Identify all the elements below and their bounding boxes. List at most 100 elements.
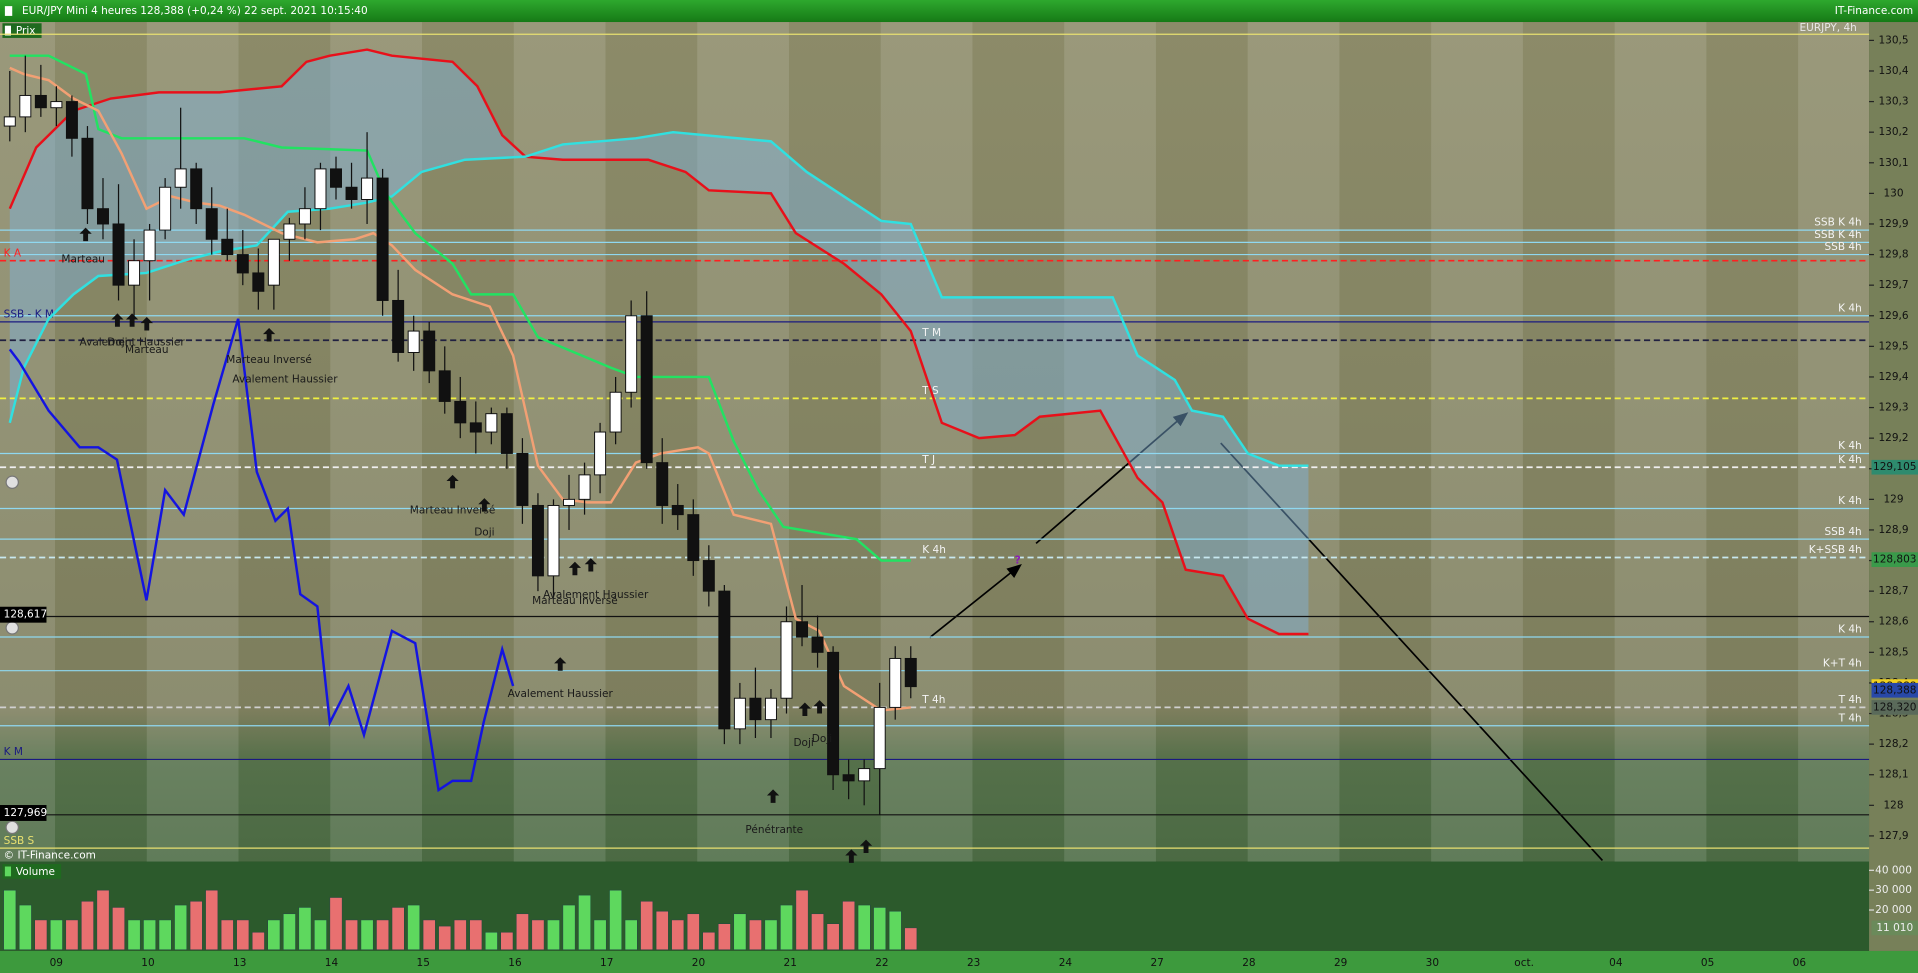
volume-bar xyxy=(18,904,32,950)
volume-bar xyxy=(764,919,778,950)
y-tick-label: 130,2 xyxy=(1878,126,1908,138)
y-tick-label: 129 xyxy=(1883,493,1903,505)
level-mid-label: T M xyxy=(921,327,941,339)
pattern-arrow xyxy=(798,702,811,716)
alert-icon xyxy=(5,475,19,489)
candle-body xyxy=(50,101,63,109)
candle-body xyxy=(423,330,436,372)
volume-bar xyxy=(158,919,172,950)
day-stripe xyxy=(1247,22,1340,951)
level-mid-label: T 4h xyxy=(921,694,945,706)
x-tick-label: 22 xyxy=(875,957,888,969)
x-tick-label: 06 xyxy=(1793,957,1807,969)
indicator-line xyxy=(8,130,1309,467)
x-tick-label: 13 xyxy=(233,957,246,969)
volume-bar xyxy=(438,925,452,950)
pattern-arrow xyxy=(568,561,582,576)
volume-bar xyxy=(469,919,483,950)
pattern-label: Avalement Haussier xyxy=(543,589,649,601)
pattern-label: Doji xyxy=(474,526,494,538)
copyright: © IT-Finance.com xyxy=(4,850,96,862)
candle-body xyxy=(578,474,591,500)
arrows xyxy=(929,412,1604,861)
pattern-label: Doji xyxy=(812,733,832,745)
plot-bg xyxy=(0,22,1870,862)
y-tick-label: 129,8 xyxy=(1878,249,1908,261)
candle-body xyxy=(221,238,234,256)
volume-tag xyxy=(1871,920,1918,936)
volume-bar xyxy=(500,932,514,950)
price-tag-label: 128,320 xyxy=(1873,701,1916,713)
candle-body xyxy=(438,370,451,402)
candle-body xyxy=(205,208,218,240)
volume-bar xyxy=(314,919,327,950)
volume-bar xyxy=(702,932,716,950)
x-tick-label: 30 xyxy=(1426,957,1439,969)
volume-legend: Volume xyxy=(16,866,55,878)
level-label: SSB 4h xyxy=(1824,526,1861,538)
volume-legend-box xyxy=(2,864,62,879)
x-tick-label: 10 xyxy=(141,957,154,969)
volume-tick-label: 40 000 xyxy=(1875,864,1912,876)
candle-body xyxy=(671,504,684,516)
x-tick-label: 17 xyxy=(600,957,613,969)
y-tick-label: 130,1 xyxy=(1878,157,1908,169)
pattern-arrow xyxy=(554,657,567,671)
pattern-arrow xyxy=(262,328,276,342)
y-tick-label: 128,6 xyxy=(1878,616,1908,628)
candle-body xyxy=(330,168,342,188)
volume-bar xyxy=(127,919,141,950)
volume-bar xyxy=(717,923,731,950)
y-tick-label: 128,9 xyxy=(1878,524,1908,536)
x-tick-label: 20 xyxy=(692,957,705,969)
candle-body xyxy=(547,504,560,577)
y-tick-label: 129,2 xyxy=(1878,432,1908,444)
level-tag xyxy=(0,805,47,821)
volume-bar xyxy=(236,919,250,950)
volume-bar xyxy=(578,894,591,950)
x-tick-label: 27 xyxy=(1150,957,1163,969)
volume-bar xyxy=(516,913,529,950)
volume-bar xyxy=(826,923,840,950)
candle-body xyxy=(733,697,746,730)
pattern-label: Marteau Inversé xyxy=(410,504,496,516)
price-tag xyxy=(1871,552,1918,567)
volume-bar xyxy=(888,910,902,950)
volume-bar xyxy=(143,919,156,950)
volume-bar xyxy=(376,919,389,950)
level-tag-label: 127,969 xyxy=(4,807,47,819)
pattern-arrow xyxy=(584,558,597,572)
y-tick-label: 128,2 xyxy=(1878,738,1908,750)
level-left-label: SSB - K M xyxy=(4,309,54,321)
volume-bar xyxy=(531,919,545,950)
volume-bar xyxy=(220,919,234,950)
day-stripe xyxy=(880,22,973,951)
y-tick-label: 129,4 xyxy=(1878,371,1908,383)
level-label: K 4h xyxy=(1838,454,1862,466)
forecast-arrow xyxy=(929,568,1016,639)
pattern-arrow xyxy=(859,839,873,854)
y-tick-label: 128,1 xyxy=(1878,769,1908,781)
volume-bar xyxy=(547,919,560,950)
volume-bar xyxy=(857,904,871,950)
day-stripe xyxy=(1431,22,1523,951)
candle-body xyxy=(252,272,265,292)
day-stripe xyxy=(1614,22,1707,951)
y-tick-label: 129,3 xyxy=(1878,402,1908,414)
x-tick-label: 04 xyxy=(1609,957,1623,969)
level-label: T 4h xyxy=(1838,694,1862,706)
y-tick-label: 130,5 xyxy=(1878,34,1908,46)
pattern-label: Pénétrante xyxy=(745,824,803,836)
candle-body xyxy=(609,391,622,433)
alert-icons xyxy=(5,475,19,835)
pattern-label: Marteau xyxy=(61,253,105,265)
alert-icon xyxy=(5,621,19,635)
volume-tick-label: 20 000 xyxy=(1875,904,1912,916)
volume-bar xyxy=(733,913,747,950)
candle-body xyxy=(656,462,669,506)
candle-body xyxy=(143,229,156,262)
volume-bar xyxy=(81,901,94,950)
candle-body xyxy=(827,651,840,776)
volume-bar xyxy=(904,927,918,950)
candle-body xyxy=(625,315,638,393)
